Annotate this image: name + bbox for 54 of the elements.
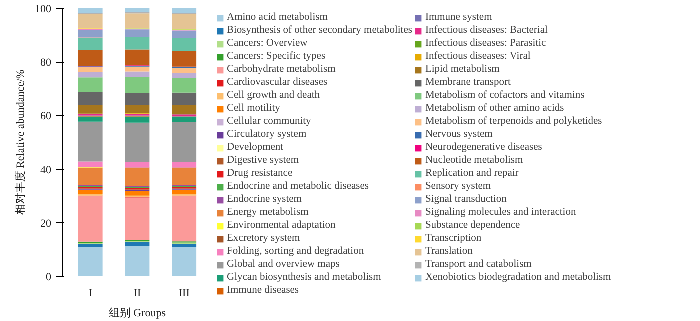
- legend-label: Metabolism of other amino acids: [425, 103, 564, 114]
- legend-label: Biosynthesis of other secondary metabolites: [227, 25, 412, 36]
- legend-label: Replication and repair: [425, 168, 519, 179]
- legend-label: Energy metabolism: [227, 207, 309, 218]
- x-tick-label: II: [134, 288, 142, 300]
- legend-label: Membrane transport: [425, 77, 511, 88]
- legend-label: Signaling molecules and interaction: [425, 207, 576, 218]
- legend-label: Substance dependence: [425, 220, 520, 231]
- legend-label: Sensory system: [425, 181, 492, 192]
- y-tick-label: 0: [46, 272, 52, 284]
- legend-label: Infectious diseases: Viral: [425, 51, 531, 62]
- legend-label: Global and overview maps: [227, 259, 340, 270]
- legend-label: Immune system: [425, 12, 492, 23]
- y-tick-label: 100: [35, 4, 52, 16]
- legend-label: Cancers: Overview: [227, 38, 308, 49]
- x-tick-label: I: [88, 288, 93, 300]
- y-tick-label: 80: [40, 57, 52, 70]
- legend-label: Cardiovascular diseases: [227, 77, 328, 88]
- legend-label: Environmental adaptation: [227, 220, 336, 231]
- y-tick-label: 40: [40, 164, 52, 176]
- legend-label: Development: [227, 142, 284, 153]
- legend-label: Xenobiotics biodegradation and metabolism: [425, 272, 612, 283]
- legend-label: Endocrine and metabolic diseases: [227, 181, 369, 192]
- legend-label: Circulatory system: [227, 129, 307, 140]
- legend-label: Infectious diseases: Parasitic: [425, 38, 546, 49]
- legend-label: Cellular community: [227, 116, 312, 127]
- legend-label: Lipid metabolism: [425, 64, 500, 75]
- legend-label: Translation: [425, 246, 473, 257]
- legend-label: Infectious diseases: Bacterial: [425, 25, 548, 36]
- legend-label: Excretory system: [227, 233, 300, 244]
- legend-label: Endocrine system: [227, 194, 302, 205]
- legend-label: Nucleotide metabolism: [425, 155, 524, 166]
- legend-label: Cell growth and death: [227, 90, 320, 101]
- legend-label: Cancers: Specific types: [227, 51, 326, 62]
- x-axis-title: 组别 Groups: [108, 308, 166, 320]
- legend-label: Metabolism of cofactors and vitamins: [425, 90, 585, 101]
- y-tick-label: 60: [40, 110, 52, 123]
- legend-label: Transcription: [425, 233, 482, 244]
- legend-label: Metabolism of terpenoids and polyketides: [425, 116, 602, 127]
- x-tick-label: III: [178, 288, 190, 300]
- legend-label: Immune diseases: [227, 285, 300, 296]
- y-tick-label: 20: [40, 218, 52, 230]
- legend-label: Folding, sorting and degradation: [227, 246, 364, 257]
- legend-label: Cell motility: [227, 103, 280, 114]
- legend-label: Digestive system: [227, 155, 300, 166]
- legend-label: Carbohydrate metabolism: [227, 64, 336, 75]
- legend-label: Amino acid metabolism: [227, 12, 328, 23]
- legend-label: Glycan biosynthesis and metabolism: [227, 272, 382, 283]
- legend-label: Nervous system: [425, 129, 493, 140]
- legend-label: Signal transduction: [425, 194, 507, 205]
- legend-label: Drug resistance: [227, 168, 293, 179]
- legend-label: Neurodegenerative diseases: [425, 142, 542, 153]
- legend-label: Transport and catabolism: [425, 259, 532, 270]
- y-axis-title: 相对丰度 Relative abundance/%: [14, 70, 27, 216]
